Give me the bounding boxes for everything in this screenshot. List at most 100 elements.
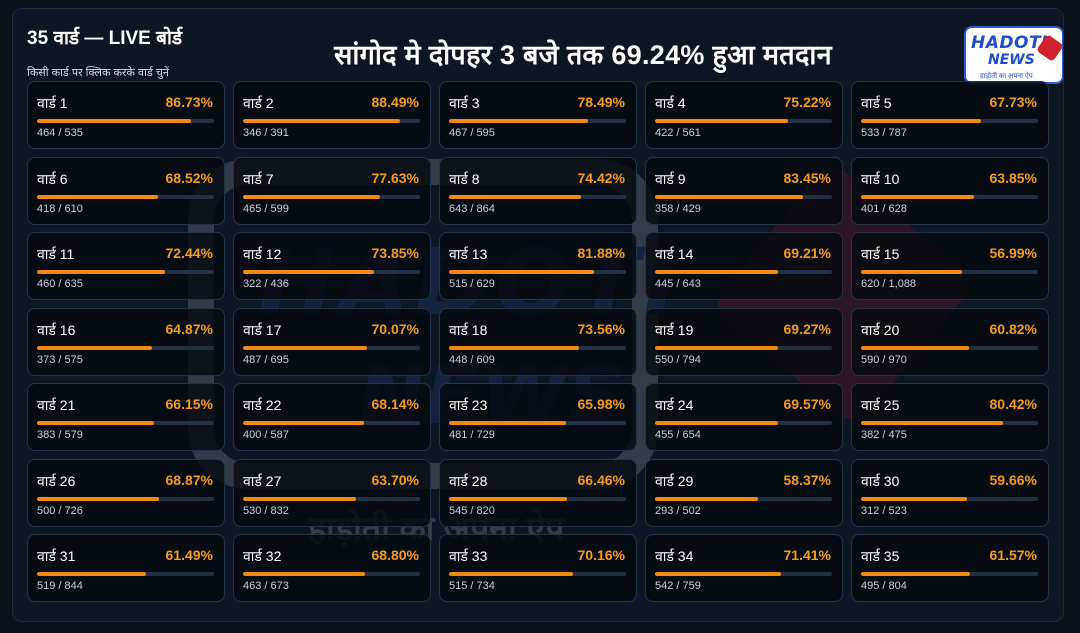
ward-card[interactable]: वार्ड 14 69.21% 445 / 643 [645, 232, 843, 300]
ward-card[interactable]: वार्ड 5 67.73% 533 / 787 [851, 81, 1049, 149]
ward-turnout-percent: 81.88% [577, 245, 625, 261]
ward-card[interactable]: वार्ड 17 70.07% 487 / 695 [233, 307, 431, 376]
ward-card[interactable]: वार्ड 21 66.15% 383 / 579 [27, 383, 225, 451]
ward-card[interactable]: वार्ड 13 81.88% 515 / 629 [439, 232, 637, 300]
ward-card[interactable]: वार्ड 2 88.49% 346 / 391 [233, 81, 431, 149]
ward-turnout-percent: 59.66% [989, 471, 1037, 488]
ward-vote-count: 464 / 535 [37, 127, 83, 139]
ward-card[interactable]: वार्ड 12 73.85% 322 / 436 [233, 232, 431, 300]
ward-card[interactable]: वार्ड 24 69.57% 455 / 654 [645, 383, 843, 451]
ward-card[interactable]: वार्ड 33 70.16% 515 / 734 [439, 534, 637, 602]
ward-vote-count: 463 / 673 [243, 580, 289, 592]
ward-card[interactable]: वार्ड 22 68.14% 400 / 587 [233, 383, 431, 451]
ward-progress-fill [861, 194, 974, 199]
ward-card[interactable]: वार्ड 11 72.44% 460 / 635 [27, 232, 225, 300]
ward-turnout-percent: 78.49% [577, 94, 625, 110]
ward-progress-track [449, 496, 626, 501]
ward-progress-fill [861, 345, 969, 350]
ward-card[interactable]: वार्ड 9 83.45% 358 / 429 [645, 156, 843, 225]
ward-progress-fill [449, 421, 566, 425]
ward-name: वार्ड 11 [37, 246, 75, 262]
ward-card[interactable]: वार्ड 29 58.37% 293 / 502 [645, 458, 843, 527]
ward-card[interactable]: वार्ड 35 61.57% 495 / 804 [851, 534, 1049, 602]
ward-vote-count: 542 / 759 [655, 580, 701, 592]
ward-progress-fill [861, 421, 1004, 425]
ward-vote-count: 643 / 864 [449, 202, 495, 215]
ward-turnout-percent: 67.73% [989, 94, 1037, 110]
ward-turnout-percent: 66.46% [577, 471, 625, 488]
ward-turnout-percent: 80.42% [989, 396, 1037, 412]
ward-progress-track [861, 345, 1038, 350]
ward-name: वार्ड 5 [861, 95, 892, 111]
ward-turnout-percent: 71.41% [783, 547, 831, 563]
ward-progress-track [37, 119, 214, 123]
ward-card[interactable]: वार्ड 25 80.42% 382 / 475 [851, 383, 1049, 451]
ward-vote-count: 500 / 726 [37, 504, 83, 517]
ward-progress-track [37, 345, 214, 350]
ward-progress-fill [449, 572, 574, 576]
ward-name: वार्ड 3 [449, 95, 480, 111]
ward-progress-track [861, 119, 1038, 123]
ward-vote-count: 422 / 561 [655, 127, 701, 139]
ward-progress-track [655, 572, 832, 576]
ward-vote-count: 467 / 595 [449, 127, 495, 139]
ward-card[interactable]: वार्ड 34 71.41% 542 / 759 [645, 534, 843, 602]
ward-card[interactable]: वार्ड 20 60.82% 590 / 970 [851, 307, 1049, 376]
ward-card[interactable]: वार्ड 19 69.27% 550 / 794 [645, 307, 843, 376]
ward-card[interactable]: वार्ड 10 63.85% 401 / 628 [851, 156, 1049, 225]
ward-progress-track [37, 421, 214, 425]
ward-name: वार्ड 32 [243, 548, 282, 564]
ward-name: वार्ड 21 [37, 397, 76, 413]
ward-vote-count: 590 / 970 [861, 353, 907, 366]
ward-progress-fill [655, 345, 778, 350]
ward-card[interactable]: वार्ड 15 56.99% 620 / 1,088 [851, 232, 1049, 300]
ward-turnout-percent: 69.27% [783, 320, 831, 337]
ward-vote-count: 293 / 502 [655, 504, 701, 517]
logo-news-text: NEWS [988, 52, 1035, 68]
ward-progress-track [655, 194, 832, 199]
ward-card[interactable]: वार्ड 18 73.56% 448 / 609 [439, 307, 637, 376]
ward-progress-fill [861, 572, 970, 576]
ward-progress-track [37, 496, 214, 501]
ward-progress-track [449, 270, 626, 274]
ward-name: वार्ड 1 [37, 95, 68, 111]
ward-card[interactable]: वार्ड 7 77.63% 465 / 599 [233, 156, 431, 225]
ward-card[interactable]: वार्ड 30 59.66% 312 / 523 [851, 458, 1049, 527]
ward-progress-fill [37, 270, 166, 274]
ward-turnout-percent: 61.49% [165, 547, 213, 563]
ward-vote-count: 481 / 729 [449, 429, 495, 441]
ward-card[interactable]: वार्ड 4 75.22% 422 / 561 [645, 81, 843, 149]
ward-card[interactable]: वार्ड 16 64.87% 373 / 575 [27, 307, 225, 376]
ward-card[interactable]: वार्ड 32 68.80% 463 / 673 [233, 534, 431, 602]
ward-progress-track [243, 572, 420, 576]
logo-tagline: हाड़ोती का अपना ऐप [980, 73, 1033, 80]
ward-progress-track [861, 194, 1038, 199]
ward-card[interactable]: वार्ड 26 68.87% 500 / 726 [27, 458, 225, 527]
ward-name: वार्ड 27 [243, 472, 282, 489]
ward-progress-track [37, 194, 214, 199]
ward-progress-track [243, 421, 420, 425]
ward-card[interactable]: वार्ड 28 66.46% 545 / 820 [439, 458, 637, 527]
ward-vote-count: 495 / 804 [861, 580, 907, 592]
ward-card[interactable]: वार्ड 27 63.70% 530 / 832 [233, 458, 431, 527]
ward-turnout-percent: 63.85% [989, 169, 1037, 186]
ward-name: वार्ड 28 [449, 472, 488, 489]
ward-turnout-percent: 66.15% [165, 396, 213, 412]
ward-name: वार्ड 25 [861, 397, 900, 413]
ward-card[interactable]: वार्ड 8 74.42% 643 / 864 [439, 156, 637, 225]
ward-progress-track [449, 345, 626, 350]
ward-card[interactable]: वार्ड 23 65.98% 481 / 729 [439, 383, 637, 451]
ward-card[interactable]: वार्ड 1 86.73% 464 / 535 [27, 81, 225, 149]
ward-vote-count: 418 / 610 [37, 202, 83, 215]
ward-progress-fill [861, 496, 967, 501]
ward-progress-track [861, 572, 1038, 576]
ward-name: वार्ड 15 [861, 246, 900, 262]
ward-name: वार्ड 20 [861, 321, 900, 338]
ward-progress-track [449, 194, 626, 199]
ward-card[interactable]: वार्ड 3 78.49% 467 / 595 [439, 81, 637, 149]
ward-progress-track [243, 119, 420, 123]
headline: सांगोद मे दोपहर 3 बजे तक 69.24% हुआ मतदा… [334, 40, 832, 70]
ward-card[interactable]: वार्ड 31 61.49% 519 / 844 [27, 534, 225, 602]
ward-vote-count: 460 / 635 [37, 278, 83, 290]
ward-card[interactable]: वार्ड 6 68.52% 418 / 610 [27, 156, 225, 225]
